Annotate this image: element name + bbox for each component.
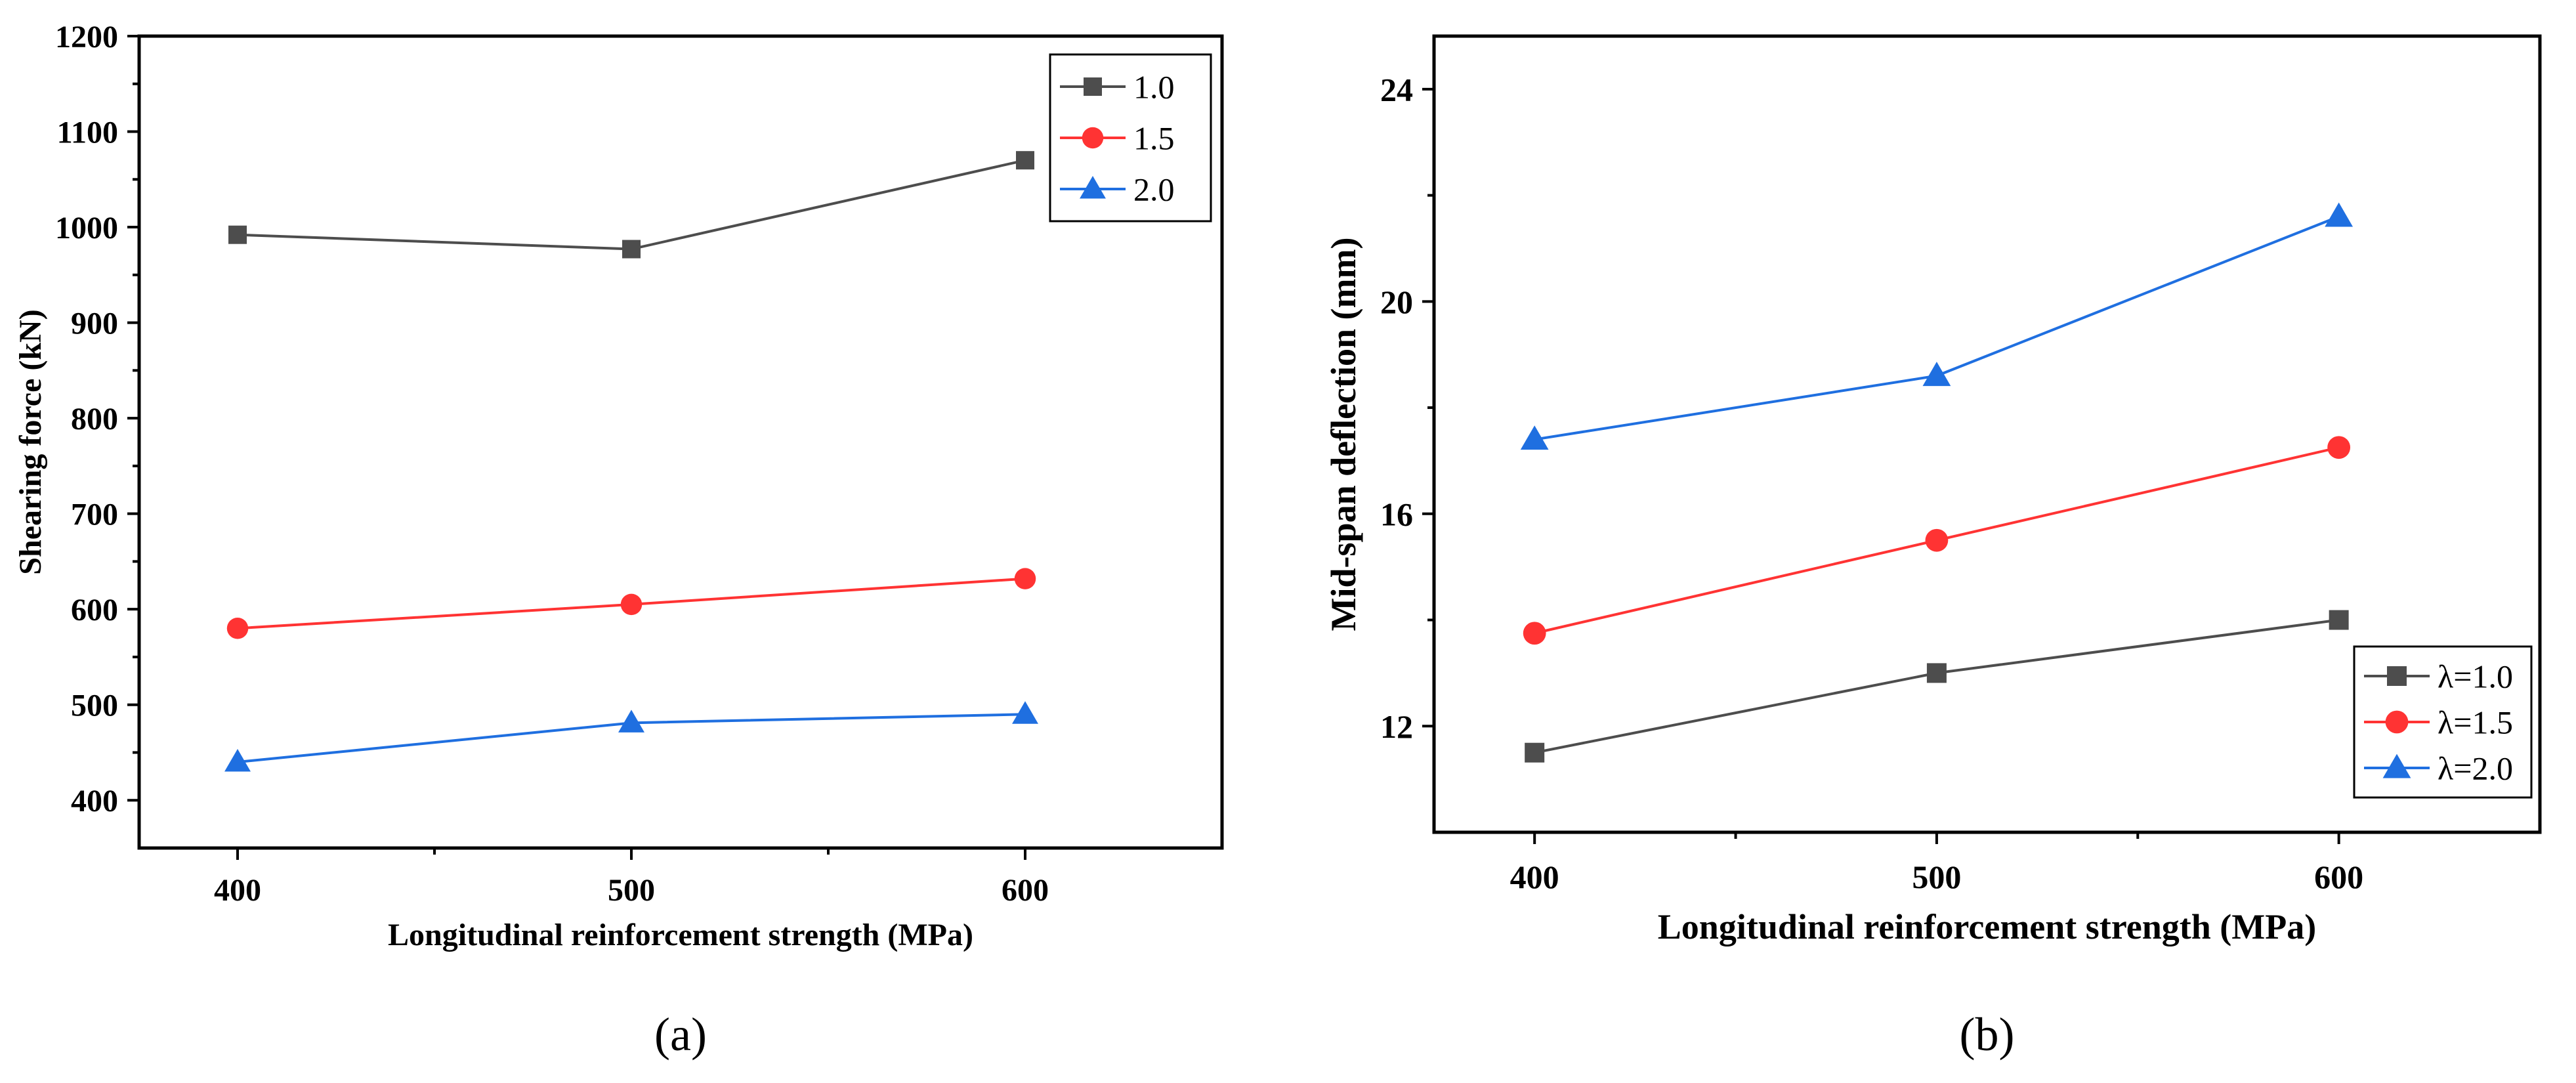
legend: λ=1.0 λ=1.5 λ=2.0 [2353, 645, 2533, 799]
series-circle [226, 568, 1036, 639]
y-tick-label: 1100 [57, 115, 118, 150]
series-square [1525, 610, 2349, 763]
data-point [2327, 436, 2351, 459]
legend-marker [2385, 710, 2409, 734]
y-tick-label: 1000 [55, 211, 118, 245]
y-tick-label: 12 [1380, 708, 1413, 745]
data-point [224, 749, 251, 772]
panel-label: (b) [1960, 1008, 2015, 1061]
data-point [1520, 425, 1549, 450]
legend: 1.0 1.5 2.0 [1049, 53, 1212, 223]
data-point [228, 225, 247, 244]
data-point [1523, 622, 1546, 645]
y-tick-label: 16 [1380, 496, 1413, 532]
x-tick-label: 500 [1912, 859, 1961, 895]
legend-entry: λ=2.0 [2438, 750, 2513, 787]
y-tick-label: 600 [71, 593, 118, 627]
series-line [1534, 618, 2339, 754]
panel-label: (a) [654, 1008, 707, 1061]
data-point [620, 593, 643, 616]
series-line [1534, 215, 2340, 441]
data-point [1922, 362, 1951, 387]
y-tick-label: 900 [71, 306, 118, 341]
chart-panel-a: 400 500 600 400 500 600 700 800 900 1000 1100 1200 L… [13, 20, 1224, 1061]
y-axis-label: Shearing force (kN) [13, 309, 48, 574]
legend-entry: λ=1.5 [2438, 704, 2513, 741]
y-tick-label: 1200 [55, 20, 118, 54]
x-tick-label: 400 [214, 873, 261, 908]
y-axis-label: Mid-span deflection (mm) [1324, 238, 1363, 631]
data-point [226, 618, 249, 639]
data-point [1016, 151, 1034, 170]
legend-entry: 1.0 [1133, 69, 1175, 106]
series-triangle [1520, 202, 2354, 450]
plot-frame [1432, 34, 2542, 834]
x-tick-label: 400 [1510, 859, 1559, 895]
legend-marker [2382, 754, 2411, 778]
legend-entry: 2.0 [1133, 171, 1175, 208]
x-axis-label: Longitudinal reinforcement strength (MPa… [1658, 907, 2316, 946]
legend-marker [1082, 127, 1104, 149]
legend-entry: λ=1.0 [2438, 658, 2513, 695]
data-point [622, 240, 641, 259]
data-point [1014, 568, 1036, 589]
chart-panel-b: 400 500 600 12 16 20 24 Longitudinal reinforcem… [1324, 34, 2542, 1061]
series-line [237, 159, 1026, 251]
y-tick-label: 700 [71, 497, 118, 532]
data-point [1926, 663, 1947, 683]
x-tick-label: 600 [2314, 859, 2363, 895]
data-point [1012, 701, 1038, 724]
legend-entry: 1.5 [1133, 120, 1175, 157]
x-axis-label: Longitudinal reinforcement strength (MPa… [388, 918, 973, 952]
x-tick-label: 600 [1002, 873, 1049, 908]
y-tick-label: 400 [71, 784, 118, 818]
legend-marker [1084, 77, 1102, 96]
y-tick-label: 20 [1380, 284, 1413, 320]
y-tick-label: 800 [71, 402, 118, 436]
legend-marker [1080, 176, 1106, 199]
series-circle [1523, 436, 2351, 645]
series-triangle [224, 701, 1038, 772]
plot-frame [137, 34, 1224, 850]
data-point [2329, 610, 2349, 630]
x-tick-label: 500 [608, 873, 655, 908]
data-point [1925, 528, 1949, 552]
data-point [618, 710, 644, 733]
legend-marker [2387, 666, 2407, 686]
data-point [1525, 742, 1545, 763]
y-tick-label: 500 [71, 689, 118, 723]
y-tick-label: 24 [1380, 71, 1413, 108]
series-square [228, 151, 1034, 259]
data-point [2325, 202, 2354, 227]
